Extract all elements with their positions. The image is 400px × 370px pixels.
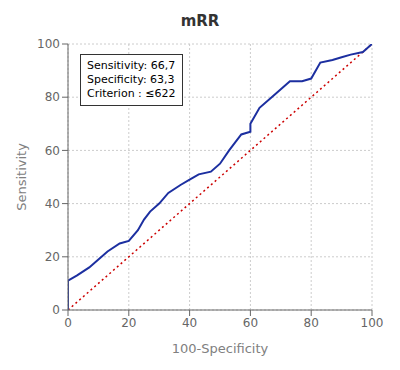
svg-text:60: 60 [243, 316, 258, 330]
svg-text:100-Specificity: 100-Specificity [172, 341, 269, 356]
html-text:Sensitivity: 66,7 Specificity:: Sensitivity: 66,7 Specificity: 63,3 Crit… [87, 59, 176, 100]
svg-text:60: 60 [45, 144, 60, 158]
svg-text:0: 0 [64, 316, 72, 330]
html-text:mRR: mRR [180, 12, 220, 30]
svg-text:40: 40 [45, 197, 60, 211]
svg-text:0: 0 [52, 303, 60, 317]
svg-text:100: 100 [361, 316, 384, 330]
svg-text:Sensitivity: Sensitivity [14, 143, 29, 211]
svg-text:20: 20 [45, 250, 60, 264]
svg-text:40: 40 [182, 316, 197, 330]
svg-text:100: 100 [37, 37, 60, 51]
svg-text:80: 80 [45, 90, 60, 104]
svg-text:20: 20 [121, 316, 136, 330]
svg-text:80: 80 [304, 316, 319, 330]
